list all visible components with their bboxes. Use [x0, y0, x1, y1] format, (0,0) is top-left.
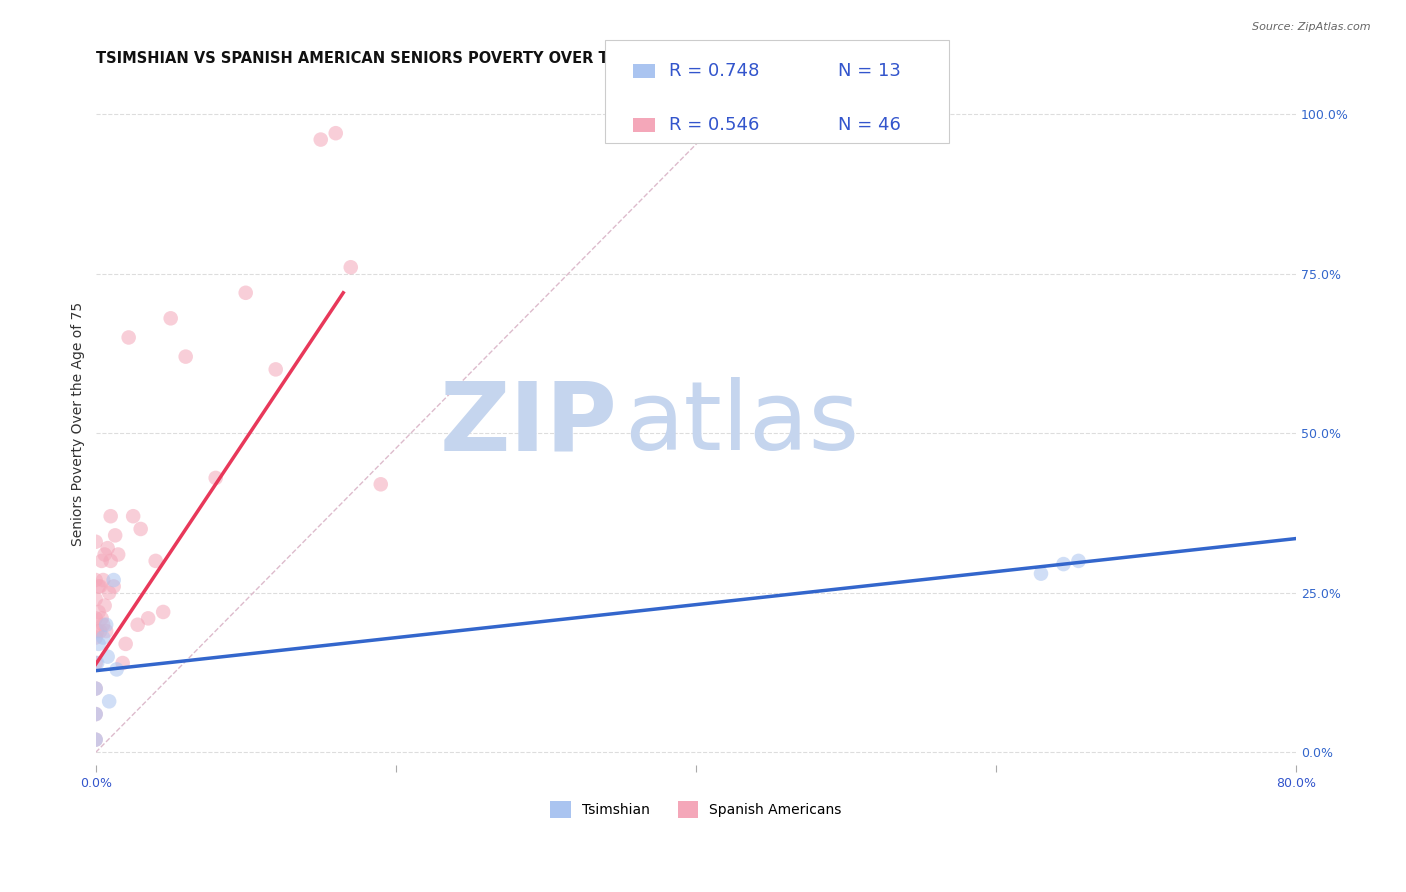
Point	[1067, 554, 1090, 568]
Text: Source: ZipAtlas.com: Source: ZipAtlas.com	[1253, 22, 1371, 32]
Point	[96, 624, 118, 639]
Point	[97, 541, 120, 555]
Point	[84, 534, 107, 549]
Point	[264, 362, 287, 376]
Text: R = 0.748: R = 0.748	[669, 62, 759, 80]
Point	[235, 285, 257, 300]
Point	[98, 694, 121, 708]
Point	[107, 548, 129, 562]
Point	[90, 611, 112, 625]
Point	[96, 617, 118, 632]
Point	[325, 126, 347, 140]
Point	[89, 624, 111, 639]
Point	[1052, 557, 1074, 571]
Point	[145, 554, 167, 568]
Point	[87, 605, 110, 619]
Point	[129, 522, 152, 536]
Point	[84, 656, 107, 670]
Point	[86, 656, 108, 670]
Point	[111, 656, 134, 670]
Point	[159, 311, 181, 326]
Point	[174, 350, 197, 364]
Point	[339, 260, 361, 275]
Point	[91, 631, 114, 645]
Point	[152, 605, 174, 619]
Point	[127, 617, 149, 632]
Point	[122, 509, 145, 524]
Point	[93, 599, 115, 613]
Point	[91, 617, 114, 632]
Point	[91, 573, 114, 587]
Point	[100, 554, 122, 568]
Point	[97, 649, 120, 664]
Point	[370, 477, 392, 491]
Point	[84, 681, 107, 696]
Text: atlas: atlas	[624, 377, 859, 470]
Point	[84, 732, 107, 747]
Point	[84, 592, 107, 607]
Text: TSIMSHIAN VS SPANISH AMERICAN SENIORS POVERTY OVER THE AGE OF 75 CORRELATION CHA: TSIMSHIAN VS SPANISH AMERICAN SENIORS PO…	[96, 51, 904, 66]
Point	[84, 611, 107, 625]
Point	[1029, 566, 1052, 581]
Point	[93, 548, 115, 562]
Point	[103, 579, 125, 593]
Point	[84, 681, 107, 696]
Text: N = 13: N = 13	[838, 62, 901, 80]
Point	[87, 637, 110, 651]
Point	[136, 611, 159, 625]
Point	[114, 637, 136, 651]
Point	[100, 509, 122, 524]
Point	[90, 554, 112, 568]
Point	[309, 132, 332, 146]
Text: ZIP: ZIP	[440, 377, 617, 470]
Point	[89, 579, 111, 593]
Point	[87, 579, 110, 593]
Y-axis label: Seniors Poverty Over the Age of 75: Seniors Poverty Over the Age of 75	[72, 301, 86, 546]
Point	[105, 662, 128, 676]
Point	[84, 732, 107, 747]
Point	[84, 707, 107, 722]
Point	[118, 330, 141, 344]
Point	[84, 573, 107, 587]
Point	[84, 707, 107, 722]
Text: N = 46: N = 46	[838, 116, 901, 134]
Point	[104, 528, 127, 542]
Point	[103, 573, 125, 587]
Legend: Tsimshian, Spanish Americans: Tsimshian, Spanish Americans	[544, 795, 848, 823]
Point	[98, 586, 121, 600]
Point	[84, 631, 107, 645]
Text: R = 0.546: R = 0.546	[669, 116, 759, 134]
Point	[204, 471, 226, 485]
Point	[86, 624, 108, 639]
